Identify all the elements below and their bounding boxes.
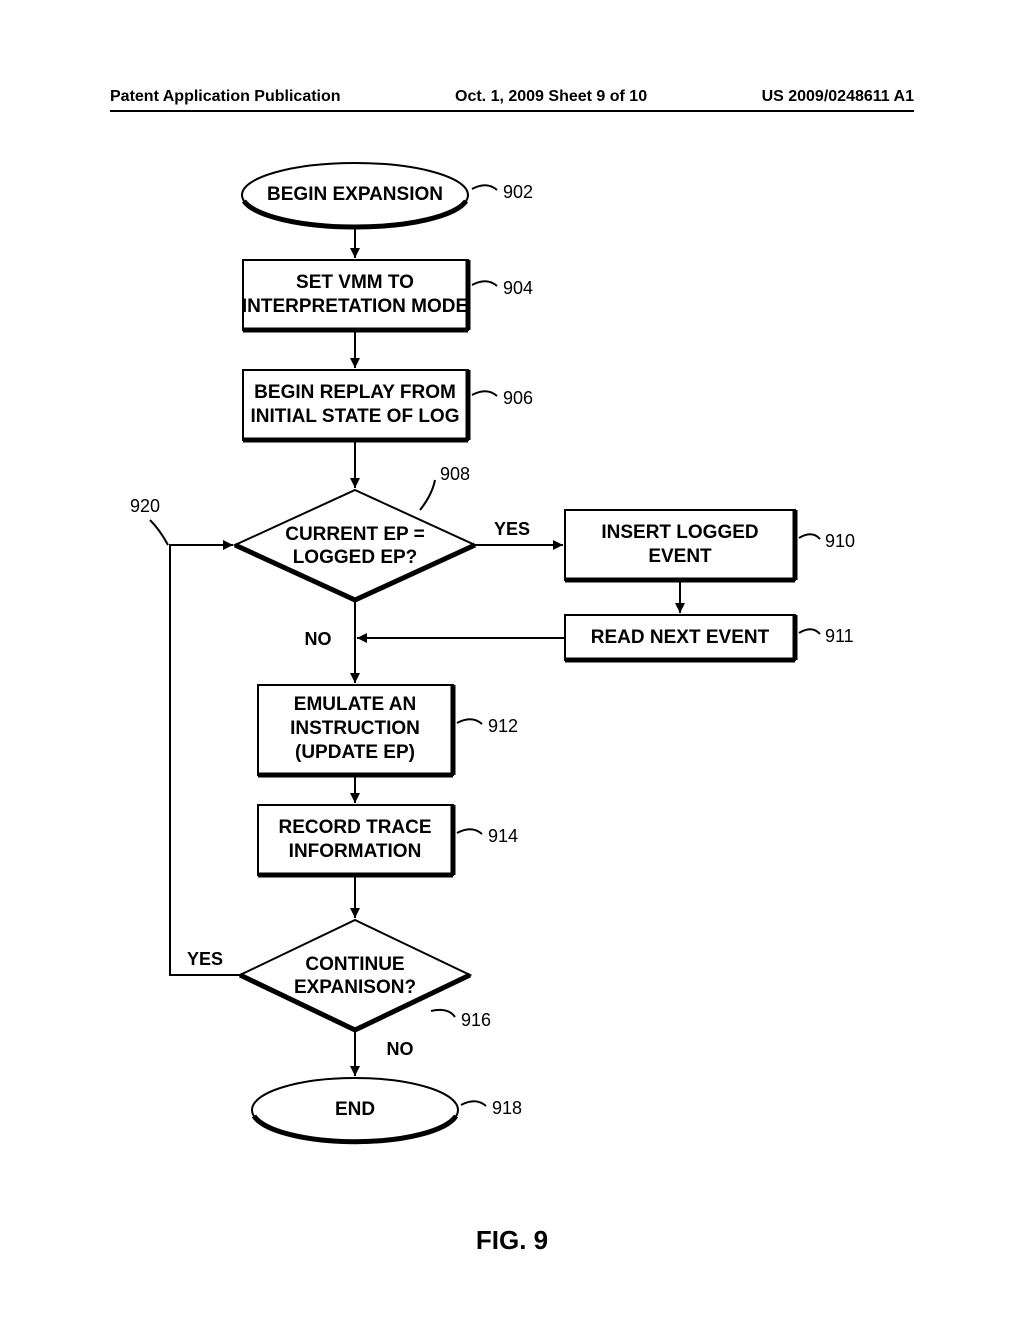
header-left: Patent Application Publication <box>110 88 341 106</box>
page: Patent Application Publication Oct. 1, 2… <box>0 0 1024 1320</box>
ref-920-loop: 920 <box>130 496 168 545</box>
ref-918: 918 <box>492 1098 522 1118</box>
node-text: CONTINUE <box>305 954 404 975</box>
ref-904: 904 <box>503 278 533 298</box>
ref-914: 914 <box>488 826 518 846</box>
node-end: END 918 <box>252 1078 522 1142</box>
edge-label-no-1: NO <box>305 629 332 649</box>
node-text: RECORD TRACE <box>278 817 431 838</box>
edge-label-no-2: NO <box>387 1039 414 1059</box>
node-text: EMULATE AN <box>294 694 416 715</box>
edge-label-yes-1: YES <box>494 519 530 539</box>
node-text: READ NEXT EVENT <box>591 627 770 648</box>
node-emulate-instruction: EMULATE AN INSTRUCTION (UPDATE EP) 912 <box>258 685 518 775</box>
figure-label: FIG. 9 <box>0 1225 1024 1256</box>
node-text: EVENT <box>648 546 712 567</box>
node-continue-expansion-decision: CONTINUE EXPANISON? 916 <box>240 920 491 1030</box>
node-text: INITIAL STATE OF LOG <box>251 406 460 427</box>
node-set-vmm: SET VMM TO INTERPRETATION MODE 904 <box>242 260 533 330</box>
node-text: INFORMATION <box>289 841 422 862</box>
node-text: (UPDATE EP) <box>295 742 415 763</box>
ref-902: 902 <box>503 182 533 202</box>
ref-908: 908 <box>440 464 470 484</box>
node-text: INSTRUCTION <box>290 718 420 739</box>
node-text: LOGGED EP? <box>293 547 418 568</box>
header-center: Oct. 1, 2009 Sheet 9 of 10 <box>455 88 647 106</box>
edge-label-yes-2: YES <box>187 949 223 969</box>
ref-910: 910 <box>825 531 855 551</box>
node-text: CURRENT EP = <box>285 524 425 545</box>
ref-906: 906 <box>503 388 533 408</box>
header-right: US 2009/0248611 A1 <box>762 88 914 106</box>
ref-911: 911 <box>825 626 854 646</box>
node-text: INTERPRETATION MODE <box>242 296 468 317</box>
node-insert-logged-event: INSERT LOGGED EVENT 910 <box>565 510 855 580</box>
ref-920: 920 <box>130 496 160 516</box>
node-begin-expansion: BEGIN EXPANSION 902 <box>242 163 533 227</box>
edge-916-loop <box>170 545 240 975</box>
page-header: Patent Application Publication Oct. 1, 2… <box>110 88 914 112</box>
ref-912: 912 <box>488 716 518 736</box>
node-text: INSERT LOGGED <box>601 522 758 543</box>
node-text: EXPANISON? <box>294 977 416 998</box>
node-text: END <box>335 1099 375 1120</box>
node-text: BEGIN REPLAY FROM <box>254 382 456 403</box>
node-read-next-event: READ NEXT EVENT 911 <box>565 615 854 660</box>
node-begin-replay: BEGIN REPLAY FROM INITIAL STATE OF LOG 9… <box>243 370 533 440</box>
node-text: SET VMM TO <box>296 272 414 293</box>
flowchart: BEGIN EXPANSION 902 SET VMM TO INTERPRET… <box>0 120 1024 1250</box>
node-record-trace: RECORD TRACE INFORMATION 914 <box>258 805 518 875</box>
node-text: BEGIN EXPANSION <box>267 184 443 205</box>
ref-916: 916 <box>461 1010 491 1030</box>
